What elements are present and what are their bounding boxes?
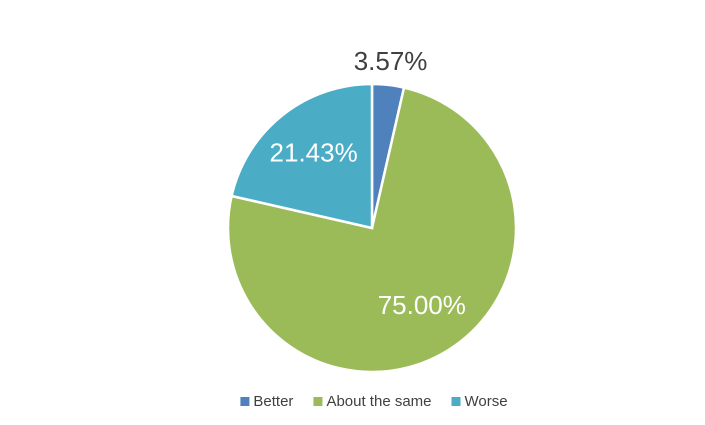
pie: 3.57% 75.00% 21.43% — [226, 46, 518, 374]
pie-slice — [226, 86, 518, 374]
legend: Better About the same Worse — [240, 393, 508, 410]
legend-label: Better — [253, 393, 293, 410]
data-label: 3.57% — [354, 46, 428, 76]
legend-label: Worse — [465, 393, 508, 410]
legend-label: About the same — [326, 393, 431, 410]
legend-swatch — [451, 397, 461, 406]
legend-swatch — [313, 397, 323, 406]
legend-swatch — [240, 397, 250, 406]
pie-slice — [230, 82, 374, 230]
data-label: 21.43% — [270, 138, 358, 168]
data-label: 75.00% — [378, 290, 466, 320]
